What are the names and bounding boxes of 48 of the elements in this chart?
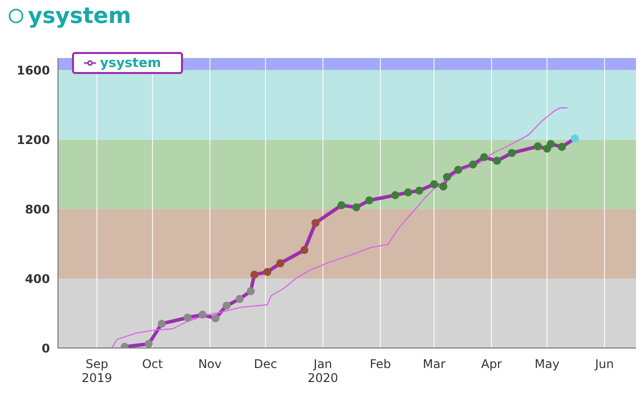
x-tick-label: Dec — [254, 357, 278, 371]
point — [454, 166, 462, 174]
point — [352, 203, 360, 212]
point — [312, 218, 320, 227]
x-tick-label: Nov — [198, 357, 222, 371]
point — [508, 148, 516, 157]
point — [211, 314, 220, 322]
y-tick-label: 400 — [24, 272, 50, 286]
point — [391, 191, 400, 200]
legend-label: ysystem — [100, 56, 162, 71]
point — [263, 268, 272, 276]
point — [365, 196, 374, 204]
point — [443, 172, 452, 181]
y-tick-label: 800 — [24, 202, 50, 216]
point — [276, 259, 284, 268]
y-tick-label: 1200 — [16, 132, 50, 147]
y-tick-label: 0 — [42, 341, 50, 356]
point — [222, 302, 231, 310]
point — [430, 180, 438, 188]
x-tick-label: Mar — [422, 357, 446, 371]
x-tick-label: Sep 2019 — [82, 357, 112, 385]
point — [144, 340, 153, 348]
point — [236, 295, 244, 304]
x-tick-label: Feb — [370, 357, 391, 371]
x-tick-label: May — [534, 357, 560, 371]
point — [493, 156, 502, 165]
x-tick-label: Apr — [481, 357, 502, 371]
point — [404, 188, 412, 196]
chart-title: ysystem — [28, 4, 132, 28]
point — [184, 314, 192, 322]
point — [300, 246, 308, 254]
point — [415, 186, 424, 195]
point — [158, 320, 166, 328]
point — [337, 201, 346, 210]
x-tick-label: Jun — [594, 357, 614, 371]
point — [468, 160, 477, 168]
point — [198, 310, 206, 319]
point — [480, 153, 488, 162]
x-tick-label: Oct — [142, 357, 164, 371]
point — [250, 270, 258, 279]
point — [534, 142, 542, 150]
y-tick-label: 1600 — [16, 63, 50, 78]
point — [558, 142, 566, 151]
point — [246, 287, 255, 296]
point — [570, 134, 579, 142]
x-tick-label: Jan 2020 — [308, 357, 338, 385]
point — [546, 140, 555, 148]
point — [439, 182, 448, 191]
